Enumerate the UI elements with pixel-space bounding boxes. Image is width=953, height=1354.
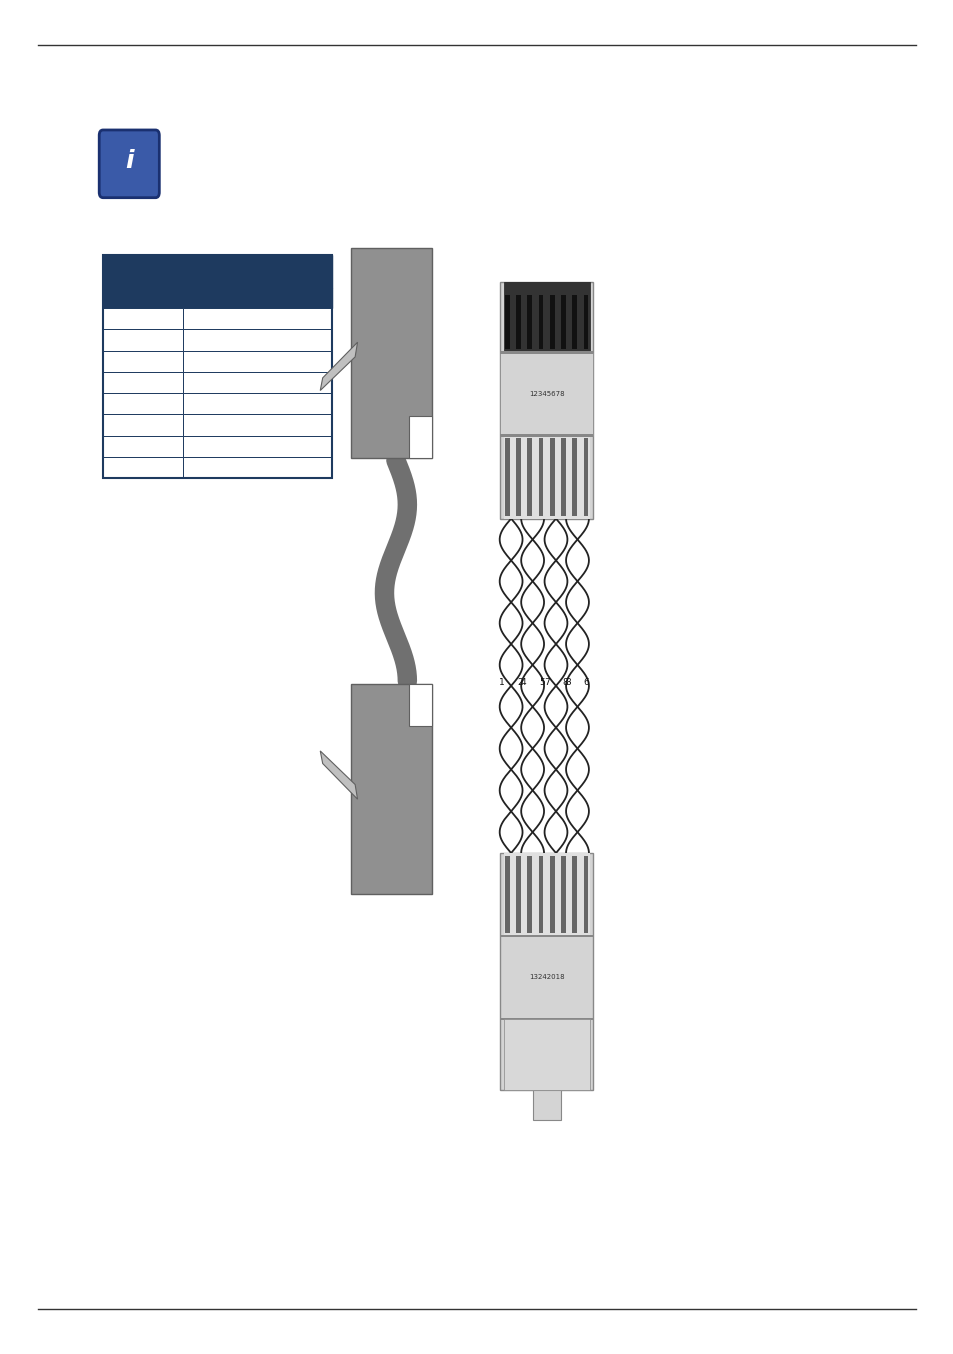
Bar: [560, 439, 565, 516]
Text: 4: 4: [520, 678, 526, 686]
Bar: [183, 456, 332, 478]
Bar: [560, 856, 565, 933]
Bar: [527, 439, 532, 516]
Bar: [351, 248, 432, 458]
Bar: [103, 329, 183, 351]
Bar: [560, 295, 565, 348]
Bar: [409, 416, 432, 458]
Bar: [499, 351, 593, 353]
Bar: [183, 288, 332, 309]
Bar: [499, 934, 593, 937]
Bar: [351, 684, 432, 894]
Bar: [103, 436, 183, 456]
Bar: [503, 853, 589, 936]
Bar: [538, 295, 543, 348]
Text: 12345678: 12345678: [528, 391, 564, 397]
Polygon shape: [320, 751, 357, 799]
Bar: [499, 435, 593, 437]
Bar: [103, 456, 183, 478]
Bar: [527, 856, 532, 933]
Bar: [504, 439, 509, 516]
Bar: [183, 309, 332, 329]
Polygon shape: [320, 343, 357, 390]
Text: 3: 3: [565, 678, 571, 686]
Bar: [503, 282, 589, 352]
Text: 13242018: 13242018: [528, 975, 564, 980]
Bar: [527, 295, 532, 348]
Bar: [516, 439, 520, 516]
Bar: [516, 295, 520, 348]
Bar: [183, 329, 332, 351]
Bar: [572, 439, 577, 516]
Bar: [532, 1090, 560, 1120]
Bar: [549, 439, 554, 516]
Text: 5: 5: [538, 678, 544, 686]
Bar: [503, 1018, 589, 1090]
Text: i: i: [125, 149, 133, 173]
Bar: [538, 856, 543, 933]
Bar: [103, 288, 183, 309]
Bar: [516, 856, 520, 933]
Text: 2: 2: [517, 678, 522, 686]
Bar: [499, 352, 593, 436]
Bar: [183, 351, 332, 372]
Bar: [103, 414, 183, 436]
Bar: [503, 436, 589, 519]
Bar: [583, 295, 588, 348]
Bar: [583, 439, 588, 516]
Bar: [504, 856, 509, 933]
Bar: [549, 856, 554, 933]
Bar: [103, 372, 183, 393]
Bar: [183, 372, 332, 393]
Text: 8: 8: [561, 678, 567, 686]
Bar: [103, 255, 332, 288]
Bar: [572, 295, 577, 348]
Bar: [183, 414, 332, 436]
Bar: [183, 393, 332, 414]
Text: 6: 6: [583, 678, 589, 686]
Bar: [103, 351, 183, 372]
Bar: [504, 295, 509, 348]
Text: 1: 1: [498, 678, 504, 686]
Bar: [549, 295, 554, 348]
Bar: [103, 393, 183, 414]
Bar: [499, 282, 593, 519]
Bar: [103, 255, 332, 478]
Bar: [499, 1018, 593, 1021]
Bar: [103, 309, 183, 329]
Bar: [538, 439, 543, 516]
Bar: [583, 856, 588, 933]
Text: 7: 7: [543, 678, 549, 686]
Bar: [499, 853, 593, 1090]
FancyBboxPatch shape: [99, 130, 159, 198]
Bar: [409, 684, 432, 726]
Bar: [183, 436, 332, 456]
Bar: [572, 856, 577, 933]
